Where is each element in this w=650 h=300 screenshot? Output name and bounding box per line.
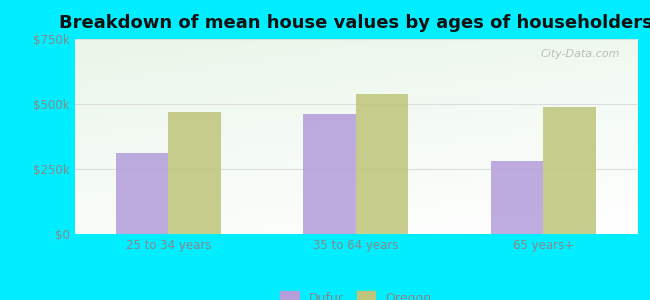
Bar [491, 161, 543, 234]
Bar [304, 114, 356, 234]
Bar [356, 94, 408, 234]
Bar [116, 153, 168, 234]
Title: Breakdown of mean house values by ages of householders: Breakdown of mean house values by ages o… [59, 14, 650, 32]
Bar [168, 112, 221, 234]
Text: City-Data.com: City-Data.com [541, 49, 620, 59]
Bar [543, 106, 596, 234]
Legend: Dufur, Oregon: Dufur, Oregon [276, 286, 436, 300]
